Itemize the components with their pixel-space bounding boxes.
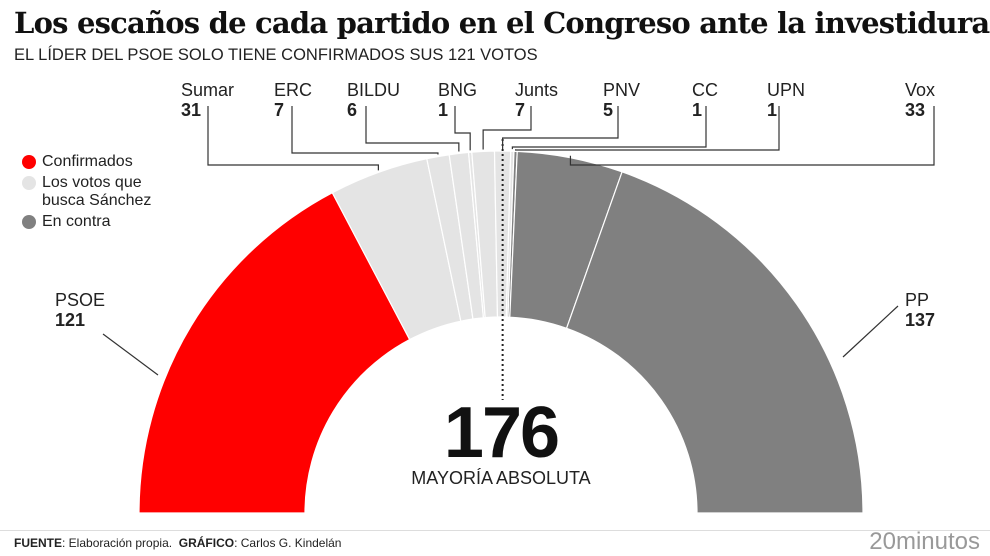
- party-label-psoe: PSOE 121: [55, 290, 106, 330]
- party-label-cc: CC 1: [692, 80, 718, 120]
- leader-line: [365, 106, 460, 152]
- leader-line: [502, 106, 619, 150]
- party-label-bng: BNG 1: [438, 80, 478, 120]
- majority-label: MAYORÍA ABSOLUTA: [411, 468, 591, 488]
- legend-label: En contra: [42, 213, 111, 230]
- legend: Confirmados Los votos que busca Sánchez …: [22, 153, 172, 234]
- leader-line: [207, 106, 379, 171]
- legend-label: Confirmados: [42, 153, 133, 170]
- legend-swatch: [22, 215, 36, 229]
- party-label-sumar: Sumar 31: [181, 80, 235, 120]
- party-label-bildu: BILDU 6: [347, 80, 401, 120]
- footer-divider: [0, 530, 990, 531]
- party-label-pp: PP 137: [905, 290, 936, 330]
- leader-line: [511, 106, 707, 150]
- leader-line: [102, 333, 159, 376]
- party-label-erc: ERC 7: [274, 80, 313, 120]
- party-label-upn: UPN 1: [767, 80, 806, 120]
- seat-segment-psoe: [138, 191, 411, 514]
- leader-line: [482, 106, 532, 150]
- majority-value: 176: [443, 393, 560, 473]
- footer-credits: FUENTE: Elaboración propia. GRÁFICO: Car…: [14, 536, 342, 550]
- legend-swatch: [22, 155, 36, 169]
- leader-line: [454, 106, 471, 151]
- party-label-vox: Vox 33: [905, 80, 936, 120]
- legend-item: Confirmados: [22, 153, 172, 171]
- leader-line: [515, 106, 780, 151]
- chart-subtitle: EL LÍDER DEL PSOE SOLO TIENE CONFIRMADOS…: [14, 46, 538, 64]
- brand-logo: 20minutos: [869, 528, 980, 555]
- party-label-junts: Junts 7: [515, 80, 559, 120]
- legend-item: Los votos que busca Sánchez: [22, 174, 172, 210]
- leader-line: [842, 305, 899, 358]
- leader-line: [291, 106, 439, 155]
- legend-item: En contra: [22, 213, 172, 231]
- legend-swatch: [22, 176, 36, 190]
- legend-label: Los votos que busca Sánchez: [42, 174, 152, 209]
- seat-segment-pp: [565, 171, 864, 514]
- party-label-pnv: PNV 5: [603, 80, 641, 120]
- leader-line: [569, 106, 935, 166]
- chart-title: Los escaños de cada partido en el Congre…: [14, 6, 990, 40]
